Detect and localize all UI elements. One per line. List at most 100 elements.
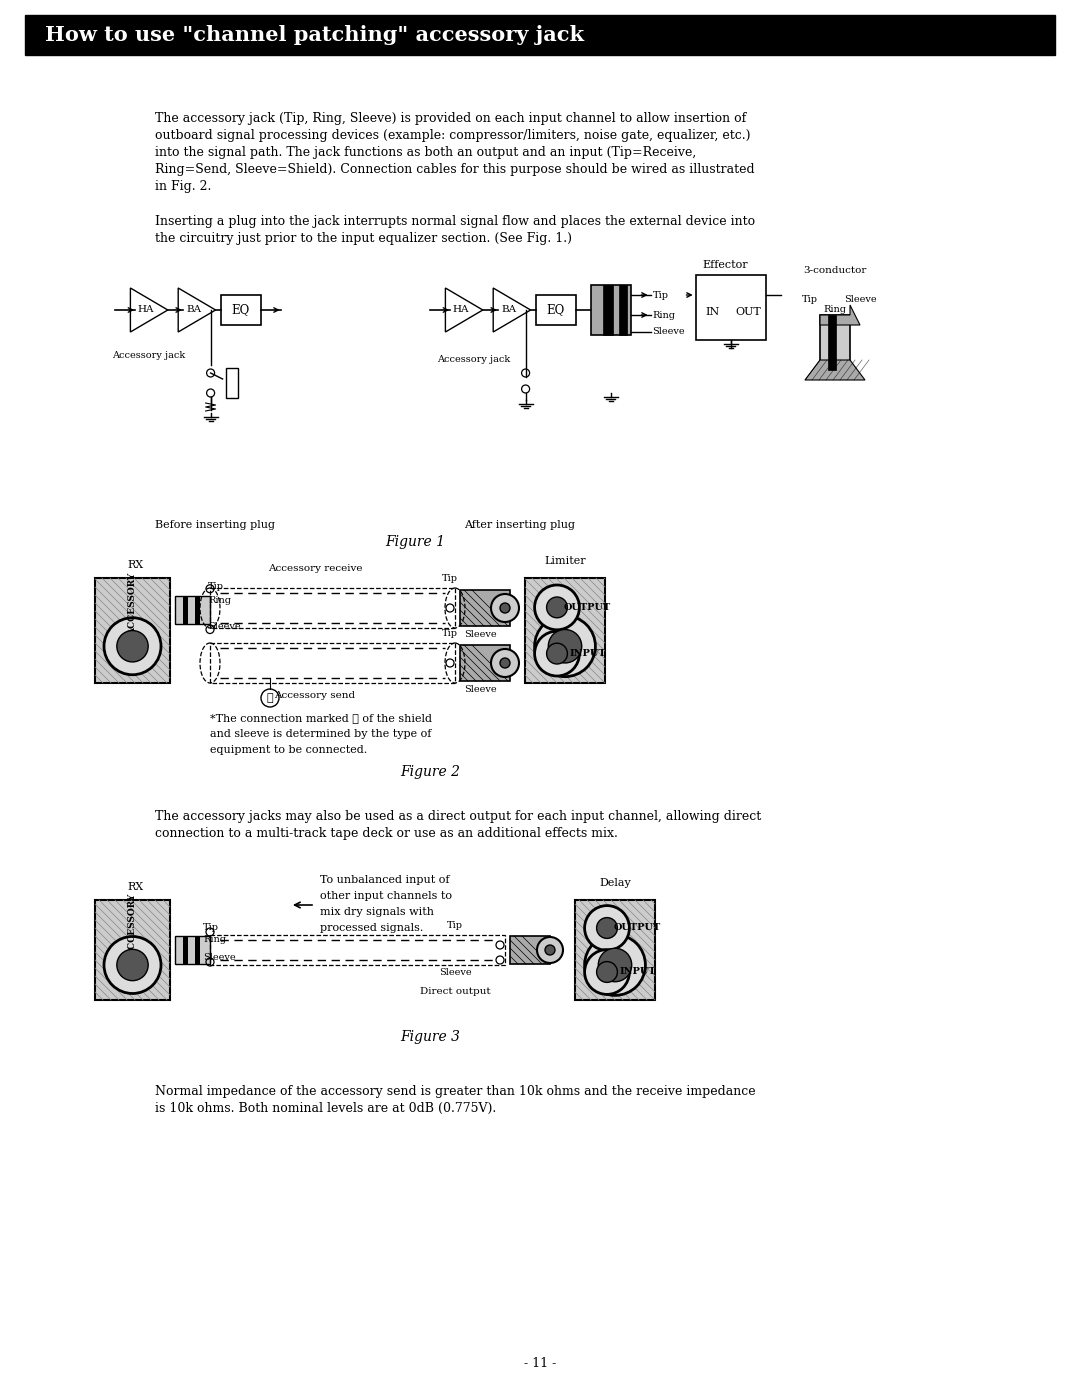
- Text: Accessory send: Accessory send: [274, 692, 355, 700]
- Text: Sleeve: Sleeve: [843, 296, 876, 305]
- Circle shape: [584, 950, 630, 995]
- Bar: [226, 367, 238, 398]
- Text: in Fig. 2.: in Fig. 2.: [156, 180, 212, 193]
- Text: equipment to be connected.: equipment to be connected.: [210, 745, 367, 754]
- Bar: [183, 936, 188, 964]
- Text: Accessory jack: Accessory jack: [437, 355, 511, 365]
- Text: *The connection marked Ⓐ of the shield: *The connection marked Ⓐ of the shield: [210, 712, 432, 724]
- Bar: [591, 285, 631, 335]
- Text: ACCESSORY: ACCESSORY: [129, 573, 137, 636]
- Text: BA: BA: [186, 306, 201, 314]
- Text: INPUT: INPUT: [569, 650, 606, 658]
- Text: Sleeve: Sleeve: [438, 968, 471, 977]
- Circle shape: [596, 918, 618, 939]
- Bar: [696, 275, 766, 339]
- Text: The accessory jack (Tip, Ring, Sleeve) is provided on each input channel to allo: The accessory jack (Tip, Ring, Sleeve) i…: [156, 112, 746, 124]
- Circle shape: [535, 585, 579, 630]
- Bar: [183, 595, 188, 623]
- Bar: [460, 590, 510, 626]
- Text: After inserting plug: After inserting plug: [464, 520, 576, 529]
- Text: Before inserting plug: Before inserting plug: [156, 520, 275, 529]
- Text: IN: IN: [705, 307, 719, 317]
- Text: Ring=Send, Sleeve=Shield). Connection cables for this purpose should be wired as: Ring=Send, Sleeve=Shield). Connection ca…: [156, 163, 755, 176]
- Text: EQ: EQ: [546, 303, 565, 317]
- Circle shape: [117, 950, 148, 981]
- Text: connection to a multi-track tape deck or use as an additional effects mix.: connection to a multi-track tape deck or…: [156, 827, 618, 840]
- Circle shape: [104, 617, 161, 675]
- Bar: [603, 285, 612, 335]
- Text: HA: HA: [137, 306, 154, 314]
- Text: Figure 3: Figure 3: [400, 1030, 460, 1044]
- Bar: [619, 285, 626, 335]
- Text: Tip: Tip: [652, 291, 669, 299]
- Text: ACCESSORY: ACCESSORY: [129, 894, 137, 956]
- Bar: [95, 900, 170, 1000]
- Bar: [536, 295, 576, 326]
- Circle shape: [537, 937, 563, 963]
- Text: and sleeve is determined by the type of: and sleeve is determined by the type of: [210, 729, 431, 739]
- Text: HA: HA: [453, 306, 469, 314]
- Circle shape: [500, 604, 510, 613]
- Bar: [220, 295, 260, 326]
- Polygon shape: [820, 305, 860, 326]
- Bar: [195, 595, 200, 623]
- Text: Direct output: Direct output: [420, 988, 490, 996]
- Circle shape: [546, 643, 567, 664]
- Text: Normal impedance of the accessory send is greater than 10k ohms and the receive : Normal impedance of the accessory send i…: [156, 1085, 756, 1098]
- Bar: [210, 643, 455, 683]
- Text: EQ: EQ: [231, 303, 249, 317]
- Circle shape: [491, 594, 519, 622]
- Text: BA: BA: [501, 306, 516, 314]
- Bar: [175, 595, 210, 623]
- Bar: [210, 935, 505, 965]
- Polygon shape: [805, 360, 865, 380]
- Text: To unbalanced input of: To unbalanced input of: [320, 875, 449, 886]
- Text: the circuitry just prior to the input equalizer section. (See Fig. 1.): the circuitry just prior to the input eq…: [156, 232, 572, 244]
- Circle shape: [500, 658, 510, 668]
- Circle shape: [598, 949, 632, 982]
- Text: INPUT: INPUT: [619, 968, 656, 977]
- Circle shape: [117, 630, 148, 662]
- Text: mix dry signals with: mix dry signals with: [320, 907, 434, 916]
- Bar: [575, 900, 654, 1000]
- Text: Accessory receive: Accessory receive: [268, 564, 362, 573]
- Text: Sleeve: Sleeve: [208, 622, 241, 631]
- Text: Ring: Ring: [203, 936, 226, 944]
- Text: Limiter: Limiter: [544, 556, 585, 566]
- Text: Tip: Tip: [442, 629, 458, 638]
- Circle shape: [535, 631, 579, 676]
- Text: RX: RX: [127, 560, 143, 570]
- Text: Effector: Effector: [703, 260, 748, 270]
- Bar: [460, 645, 510, 680]
- Text: RX: RX: [127, 882, 143, 893]
- Circle shape: [535, 616, 595, 676]
- Circle shape: [104, 936, 161, 993]
- Bar: [210, 588, 455, 629]
- Bar: [828, 314, 836, 370]
- Bar: [195, 936, 200, 964]
- Bar: [95, 578, 170, 683]
- Circle shape: [549, 630, 582, 664]
- Text: Accessory jack: Accessory jack: [112, 351, 186, 359]
- Text: outboard signal processing devices (example: compressor/limiters, noise gate, eq: outboard signal processing devices (exam…: [156, 129, 751, 142]
- Circle shape: [545, 944, 555, 956]
- Text: Ring: Ring: [824, 306, 847, 314]
- Text: The accessory jacks may also be used as a direct output for each input channel, : The accessory jacks may also be used as …: [156, 810, 761, 823]
- Bar: [525, 578, 605, 683]
- Text: Ring: Ring: [652, 310, 676, 320]
- Bar: [25, 15, 1055, 54]
- Text: Sleeve: Sleeve: [463, 630, 497, 638]
- Text: is 10k ohms. Both nominal levels are at 0dB (0.775V).: is 10k ohms. Both nominal levels are at …: [156, 1102, 496, 1115]
- Text: OUTPUT: OUTPUT: [564, 604, 611, 612]
- Text: Ring: Ring: [208, 597, 231, 605]
- Text: Tip: Tip: [203, 923, 219, 933]
- Text: Tip: Tip: [802, 296, 818, 305]
- Text: How to use "channel patching" accessory jack: How to use "channel patching" accessory …: [45, 25, 584, 45]
- Bar: [175, 936, 210, 964]
- Circle shape: [546, 597, 567, 617]
- Text: Figure 1: Figure 1: [384, 535, 445, 549]
- Text: Sleeve: Sleeve: [463, 685, 497, 694]
- Circle shape: [584, 905, 630, 950]
- Bar: [820, 314, 850, 370]
- Bar: [510, 936, 550, 964]
